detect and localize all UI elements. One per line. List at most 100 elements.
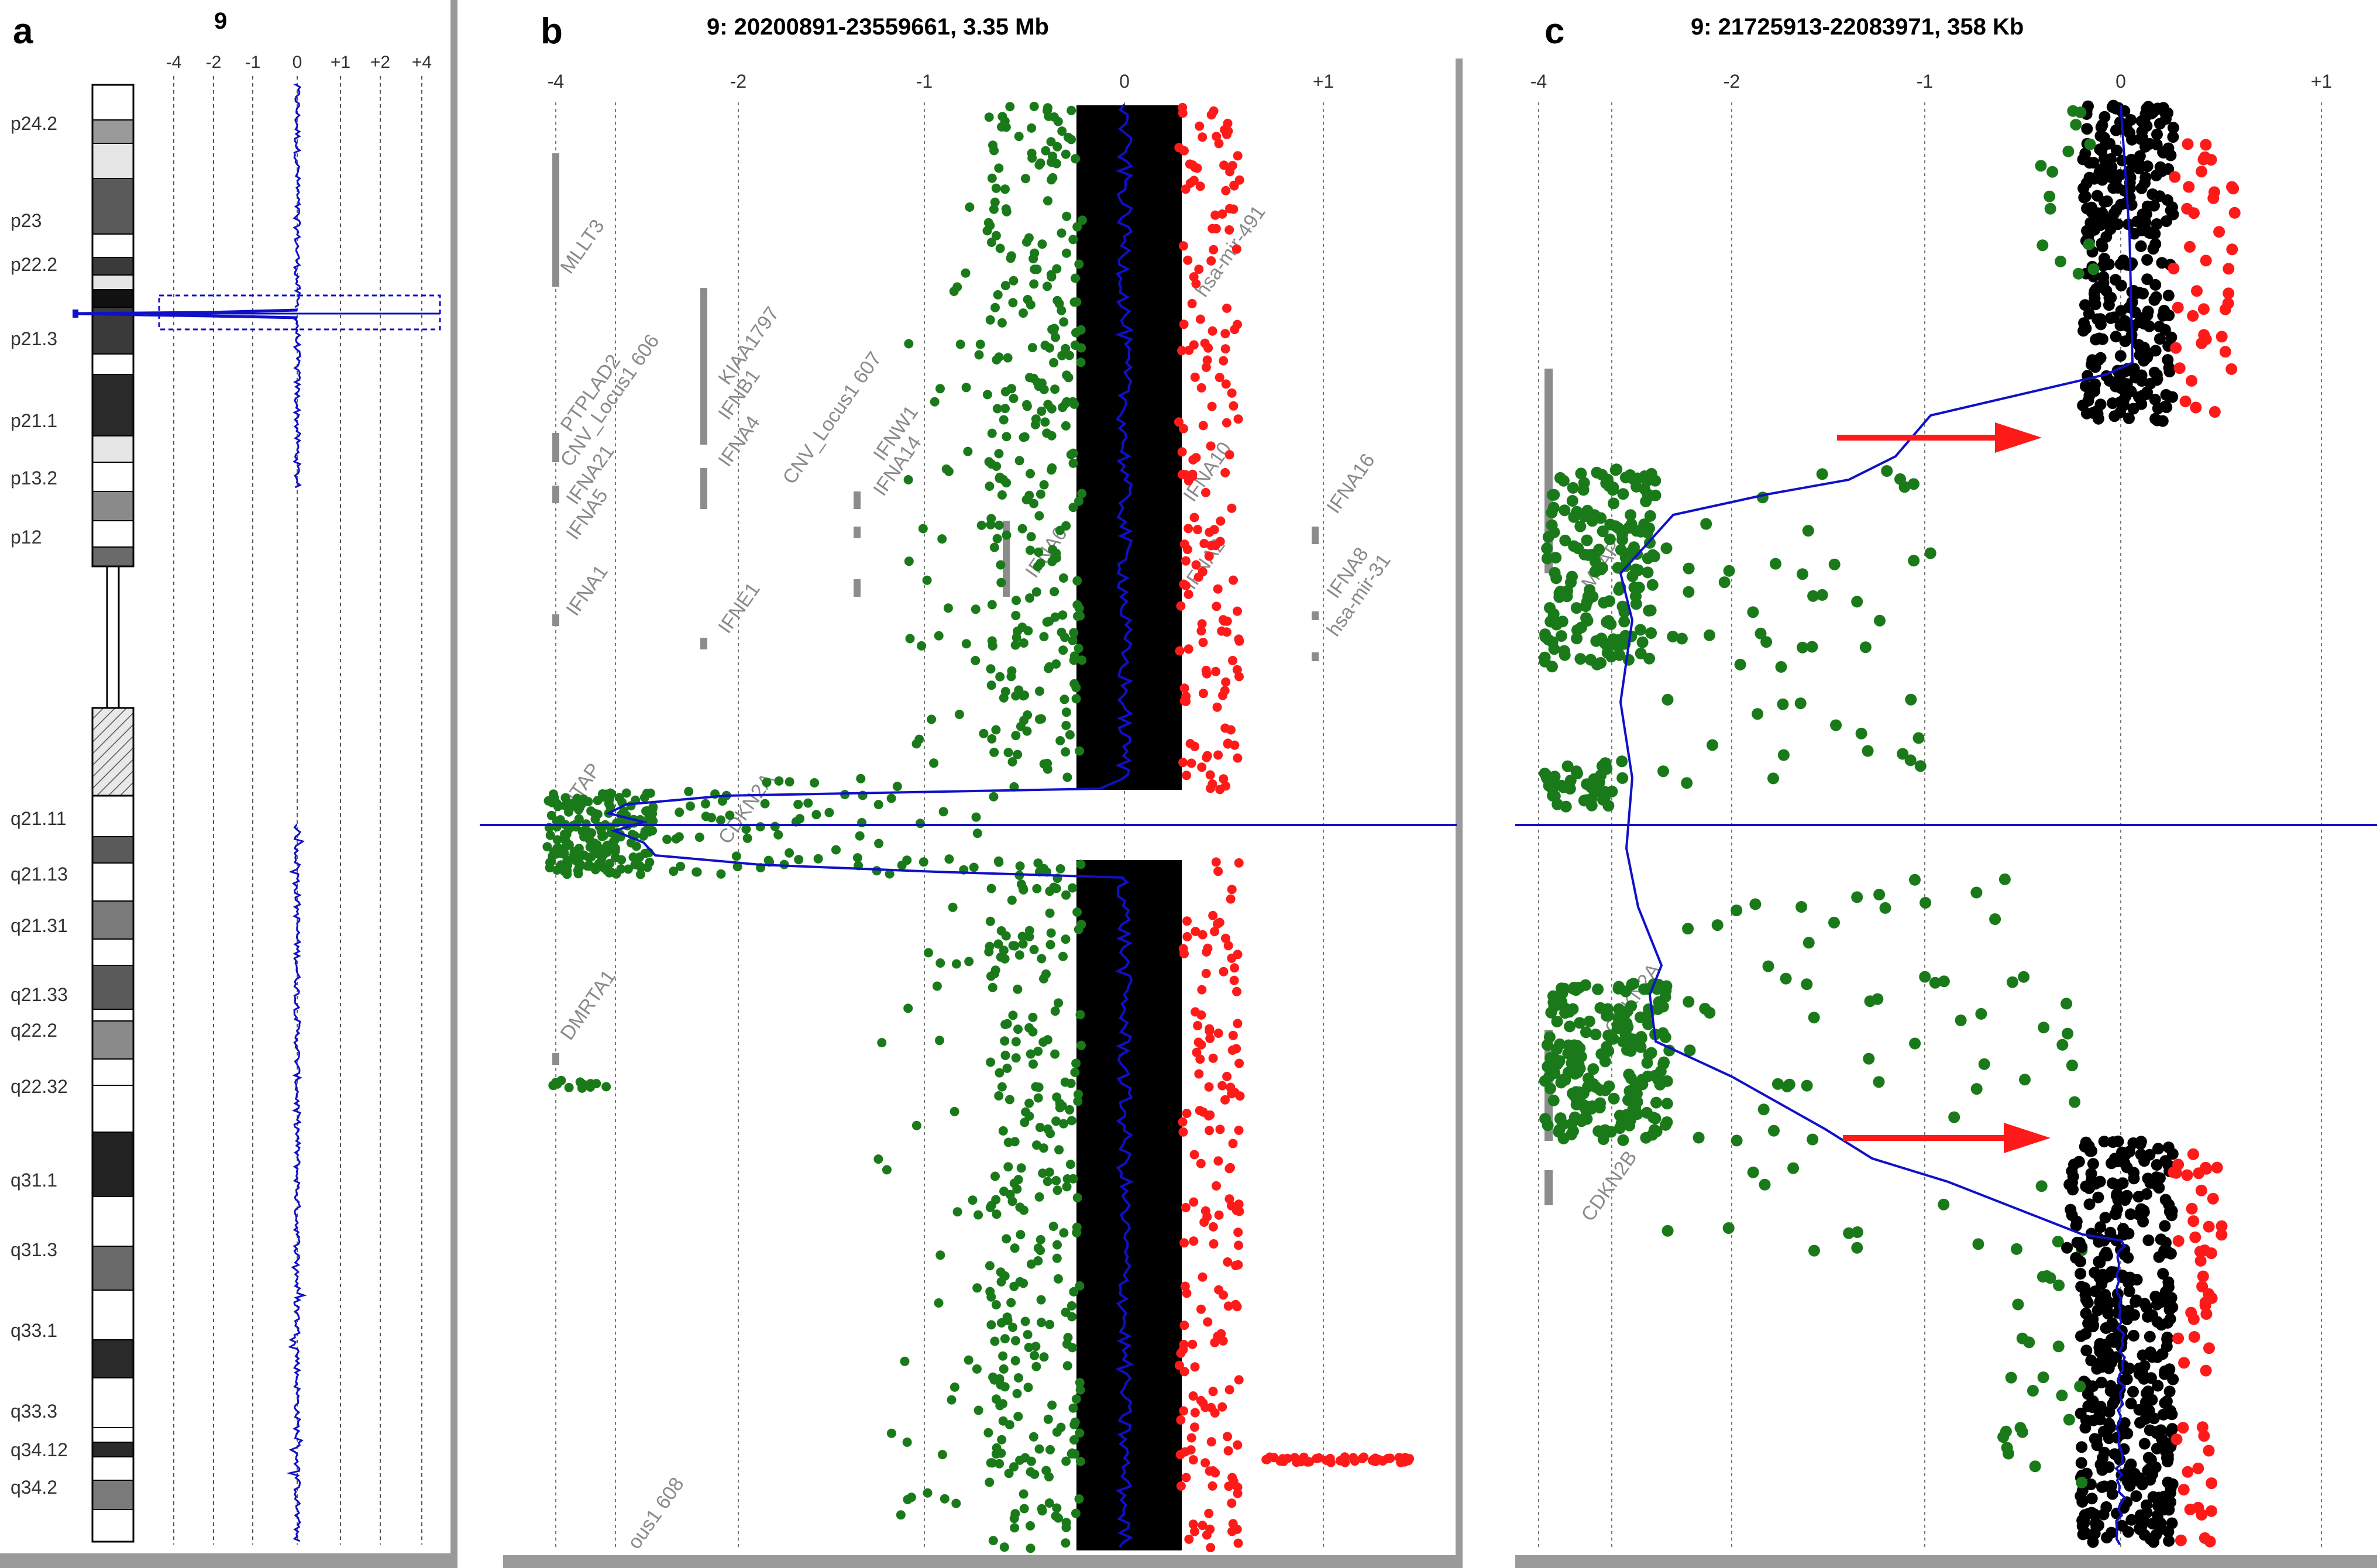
- panel-c-normal-probe: [2094, 398, 2107, 411]
- panel-c-loss-probe: [1681, 777, 1693, 789]
- band-label: p12: [11, 527, 42, 548]
- panel-c-normal-probe: [2082, 1318, 2094, 1330]
- panel-b-loss-probe: [934, 631, 944, 641]
- panel-c-gain-probe: [2200, 1163, 2213, 1175]
- panel-b-gain-probe: [1228, 656, 1237, 665]
- panel-b-loss-probe: [1008, 1322, 1017, 1332]
- panel-b-loss-probe: [998, 1351, 1008, 1361]
- panel-b-loss-probe: [1009, 1462, 1019, 1472]
- panel-c-loss-probe: [1851, 891, 1863, 903]
- panel-b-gain-probe: [1196, 1010, 1206, 1020]
- panel-c-loss-probe: [2066, 1060, 2078, 1071]
- panel-b-deletion-probe: [598, 831, 608, 841]
- panel-b-deletion-probe: [639, 793, 649, 803]
- panel-b-loss-probe: [1012, 1184, 1022, 1194]
- panel-b-loss-probe: [1050, 612, 1060, 622]
- panel-c-gain-probe: [2172, 1235, 2185, 1247]
- panel-b-deletion-probe: [606, 867, 616, 877]
- panel-b-gain-probe: [1223, 1432, 1232, 1442]
- panel-b-loss-probe: [993, 290, 1003, 300]
- panel-c-normal-probe: [2159, 1365, 2171, 1377]
- panel-c-normal-probe: [2075, 1268, 2087, 1280]
- panel-b-loss-probe: [923, 1488, 933, 1498]
- panel-b-gain-probe: [1182, 771, 1192, 780]
- chromosome-band: [92, 84, 134, 121]
- panel-b-loss-probe: [1054, 1145, 1064, 1155]
- panel-c-gene-bar: [1544, 1170, 1553, 1205]
- panel-b-loss-probe: [1043, 758, 1052, 768]
- panel-c-loss-probe: [1587, 1063, 1599, 1075]
- panel-c-normal-probe: [2144, 1533, 2156, 1545]
- panel-b-loss-probe: [1070, 1067, 1080, 1077]
- panel-c-normal-probe: [2103, 299, 2115, 311]
- panel-b-gene-bar: [1312, 652, 1319, 661]
- panel-b-loss-probe: [1061, 149, 1071, 159]
- panel-c-loss-probe: [1585, 781, 1597, 793]
- panel-b-loss-probe: [1006, 251, 1016, 261]
- panel-b-gain-probe: [1202, 669, 1212, 679]
- panel-b-deletion-probe: [635, 861, 645, 871]
- panel-c-loss-probe: [1548, 489, 1560, 501]
- panel-c-normal-probe: [2097, 1462, 2109, 1474]
- panel-b-loss-probe: [1075, 1378, 1085, 1388]
- band-label: q31.3: [11, 1239, 57, 1260]
- panel-b-loss-probe: [1057, 126, 1067, 136]
- panel-c-normal-probe: [2139, 171, 2152, 184]
- band-label: p23: [11, 210, 42, 231]
- panel-b-gain-probe: [1198, 132, 1208, 142]
- band-label: q21.13: [11, 864, 68, 885]
- panel-b-gain-probe: [1175, 646, 1185, 656]
- panel-b-loss-probe: [1067, 1116, 1076, 1126]
- panel-b-gain-probe: [1233, 1440, 1243, 1450]
- panel-c-loss-probe: [1592, 1125, 1605, 1137]
- panel-b-loss-probe: [1037, 1506, 1047, 1516]
- panel-b-gain-probe: [1200, 338, 1210, 348]
- panel-c-normal-probe: [2130, 1294, 2142, 1306]
- panel-b-loss-probe: [979, 728, 989, 738]
- panel-b-gain-probe: [1181, 1473, 1191, 1483]
- panel-b-loss-probe: [944, 466, 954, 476]
- panel-b-deletion-probe: [619, 806, 629, 816]
- panel-b-gain-probe: [1205, 1033, 1215, 1043]
- panel-c-loss-probe: [1975, 1007, 1987, 1020]
- panel-b-shadow-right: [1456, 59, 1463, 1568]
- panel-c-loss-probe: [1567, 1125, 1579, 1137]
- panel-b-loss-probe: [1053, 116, 1063, 126]
- panel-b-loss-probe: [1064, 373, 1074, 383]
- panel-b-loss-probe: [1058, 573, 1068, 583]
- panel-b-loss-probe: [948, 902, 958, 912]
- panel-b-gain-probe: [1179, 1406, 1189, 1416]
- chromosome-band: [92, 1377, 134, 1428]
- panel-b-loss-probe: [1074, 259, 1084, 269]
- chromosome-band: [92, 1427, 134, 1443]
- panel-b-loss-probe: [1010, 640, 1020, 650]
- panel-b-loss-probe: [1007, 666, 1017, 676]
- panel-b-loss-probe: [903, 475, 913, 484]
- panel-b-gain-probe: [1226, 1163, 1235, 1172]
- panel-c-loss-probe: [1625, 518, 1638, 531]
- panel-c-loss-probe: [1581, 534, 1593, 546]
- panel-c-normal-probe: [2100, 285, 2113, 297]
- panel-b-gain-probe: [1227, 885, 1237, 895]
- panel-b-loss-probe: [1017, 623, 1027, 632]
- panel-c-gain-probe: [2170, 342, 2182, 354]
- panel-b-loss-probe: [985, 315, 995, 325]
- panel-b-gain-probe: [1188, 160, 1198, 170]
- chromosome-band: [92, 257, 134, 276]
- panel-b-gain-probe: [1217, 1402, 1227, 1412]
- panel-b-loss-probe: [1029, 373, 1038, 383]
- panel-b-loss-probe: [1071, 1394, 1081, 1404]
- panel-c-loss-probe: [1920, 897, 1932, 909]
- panel-c-loss-probe: [1571, 632, 1583, 645]
- panel-b-gain-probe: [1199, 539, 1209, 548]
- panel-b-gain-probe: [1228, 1139, 1238, 1149]
- panel-b-deletion-probe: [560, 793, 570, 803]
- panel-b-loss-probe: [1024, 1023, 1034, 1033]
- panel-b-deletion-probe: [573, 865, 583, 875]
- panel-b-loss-probe: [1025, 593, 1034, 603]
- panel-b-loss-probe: [1051, 883, 1061, 893]
- panel-b-deletion-probe: [785, 777, 794, 787]
- panel-c-normal-probe: [2149, 393, 2161, 405]
- panel-b-loss-probe: [1031, 1361, 1041, 1371]
- panel-c-loss-probe: [1544, 1082, 1556, 1095]
